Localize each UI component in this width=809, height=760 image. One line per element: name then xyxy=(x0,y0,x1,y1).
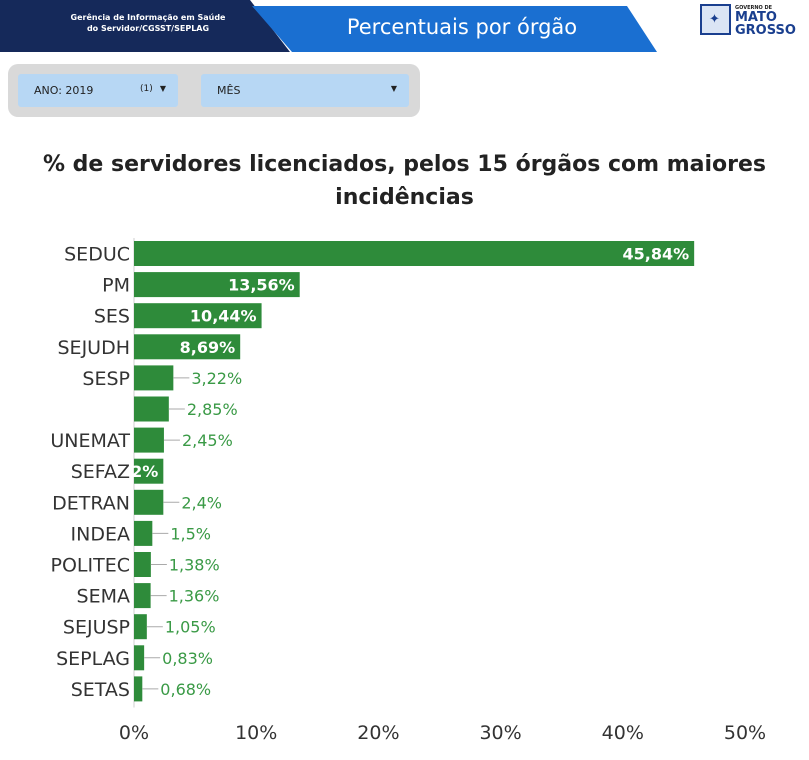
data-label: 13,56% xyxy=(228,276,295,295)
x-tick-label: 10% xyxy=(235,722,277,744)
bar xyxy=(134,583,151,609)
data-label: 1,5% xyxy=(170,524,211,543)
bar xyxy=(134,396,169,422)
data-label: 2,85% xyxy=(187,400,238,419)
header-title-banner: Percentuais por órgão xyxy=(252,6,657,52)
category-label: DETRAN xyxy=(52,492,130,514)
data-label: 2% xyxy=(131,462,158,481)
category-label: UNEMAT xyxy=(50,430,130,452)
bar xyxy=(134,303,262,329)
bar xyxy=(134,241,695,266)
bar xyxy=(134,520,153,546)
logo-line-2: GROSSO xyxy=(735,23,796,38)
bar xyxy=(134,458,164,484)
category-label: SEJUDH xyxy=(58,337,131,359)
bar xyxy=(134,272,300,298)
x-tick-label: 0% xyxy=(119,722,149,744)
year-filter-label: ANO: 2019 xyxy=(34,84,94,97)
category-label: SEJUSP xyxy=(63,617,130,639)
data-label: 2,4% xyxy=(181,493,222,512)
category-label: SES xyxy=(94,306,130,328)
filter-panel: ANO: 2019 (1) ▼ MÊS ▼ xyxy=(8,64,420,117)
category-label: SEPLAG xyxy=(56,648,130,670)
header-org-banner: Gerência de Informação em Saúde do Servi… xyxy=(0,0,290,52)
category-label: SETAS xyxy=(71,679,130,701)
year-filter-dropdown[interactable]: ANO: 2019 (1) ▼ xyxy=(18,74,178,107)
category-label: SEDUC xyxy=(64,244,130,266)
x-tick-label: 50% xyxy=(724,722,766,744)
x-tick-label: 40% xyxy=(602,722,644,744)
government-logo: ✦ GOVERNO DE MATO GROSSO xyxy=(700,4,806,40)
bar xyxy=(134,645,145,671)
bar xyxy=(134,614,147,640)
x-tick-label: 20% xyxy=(357,722,399,744)
x-tick-label: 30% xyxy=(479,722,521,744)
data-label: 0,83% xyxy=(162,649,213,668)
caret-down-icon: ▼ xyxy=(390,84,397,93)
bar xyxy=(134,552,151,577)
category-label: INDEA xyxy=(71,523,130,545)
category-label: SESP xyxy=(82,368,130,390)
bar xyxy=(134,676,143,702)
data-label: 8,69% xyxy=(180,338,236,357)
category-label: SEMA xyxy=(77,586,130,608)
data-label: 45,84% xyxy=(623,245,690,264)
org-line-1: Gerência de Informação em Saúde xyxy=(70,13,226,22)
category-label: PM xyxy=(102,275,130,297)
month-filter-dropdown[interactable]: MÊS ▼ xyxy=(201,74,409,107)
data-label: 1,05% xyxy=(165,618,216,637)
year-filter-count: (1) xyxy=(140,84,153,94)
data-label: 2,45% xyxy=(182,431,233,450)
category-label: POLITEC xyxy=(51,555,130,577)
bar xyxy=(134,334,241,360)
category-label: SEFAZ xyxy=(71,461,130,483)
data-label: 0,68% xyxy=(160,680,211,699)
data-label: 3,22% xyxy=(191,369,242,388)
org-line-2: do Servidor/CGSST/SEPLAG xyxy=(86,24,210,33)
bar xyxy=(134,365,174,391)
data-label: 10,44% xyxy=(190,307,257,326)
logo-line-1: MATO xyxy=(735,10,777,25)
coat-of-arms-icon: ✦ xyxy=(700,4,731,35)
logo-small-text: GOVERNO DE xyxy=(735,5,773,11)
page-title: Percentuais por órgão xyxy=(346,15,578,39)
bar xyxy=(134,427,164,453)
chart-title: % de servidores licenciados, pelos 15 ór… xyxy=(42,152,767,210)
caret-down-icon: ▼ xyxy=(159,84,166,93)
data-label: 1,38% xyxy=(169,556,220,575)
logo-name: MATO GROSSO xyxy=(735,11,796,37)
bar xyxy=(134,489,164,515)
data-label: 1,36% xyxy=(169,587,220,606)
month-filter-label: MÊS xyxy=(217,84,241,97)
